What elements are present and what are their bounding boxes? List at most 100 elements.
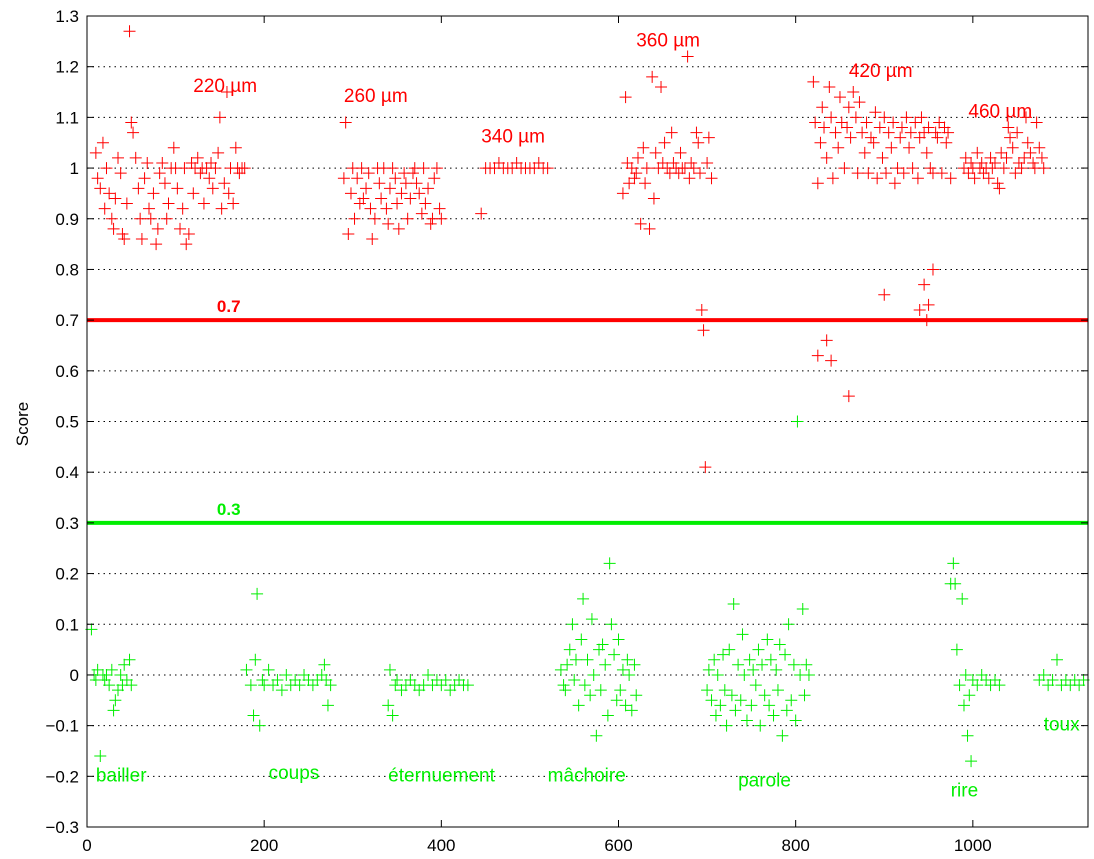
data-point	[353, 197, 366, 210]
data-point	[776, 729, 789, 742]
y-tick-label: 0.5	[55, 413, 79, 432]
data-point	[708, 653, 721, 666]
data-point	[672, 167, 685, 180]
data-point	[262, 663, 275, 676]
data-point	[391, 197, 404, 210]
data-point	[986, 162, 999, 175]
data-point	[215, 202, 228, 215]
data-point	[995, 146, 1008, 159]
data-point	[541, 162, 554, 175]
data-point	[838, 162, 851, 175]
data-point	[959, 151, 972, 164]
data-point	[212, 146, 225, 159]
data-point	[1037, 162, 1050, 175]
data-point	[180, 238, 193, 251]
data-point	[616, 663, 629, 676]
data-point	[630, 689, 643, 702]
data-point	[988, 156, 1001, 169]
data-point	[178, 162, 191, 175]
data-point	[109, 192, 122, 205]
annotation-label: 340 µm	[481, 127, 545, 148]
data-point	[720, 719, 733, 732]
data-point	[702, 663, 715, 676]
y-tick-label: 0.8	[55, 260, 79, 279]
annotation-label: parole	[738, 770, 791, 791]
data-point	[366, 233, 379, 246]
data-point	[103, 679, 116, 692]
data-point	[324, 679, 337, 692]
data-point	[809, 116, 822, 129]
data-point	[610, 694, 623, 707]
data-point	[401, 212, 414, 225]
data-point	[940, 136, 953, 149]
data-point	[141, 156, 154, 169]
data-point	[991, 177, 1004, 190]
data-point	[942, 126, 955, 139]
data-point	[773, 638, 786, 651]
data-point	[1002, 121, 1015, 134]
data-point	[554, 663, 567, 676]
data-point	[1012, 156, 1025, 169]
data-point	[871, 172, 884, 185]
annotation-label: 460 µm	[968, 101, 1032, 122]
data-point	[1024, 146, 1037, 159]
data-point	[91, 172, 104, 185]
data-point	[271, 674, 284, 687]
data-point	[167, 141, 180, 154]
annotation-label: mâchoire	[548, 765, 626, 786]
data-point	[798, 689, 811, 702]
data-point	[920, 146, 933, 159]
data-point	[876, 151, 889, 164]
data-point	[982, 172, 995, 185]
x-tick-label: 800	[781, 836, 809, 855]
data-point	[993, 182, 1006, 195]
data-point	[623, 668, 636, 681]
data-point	[105, 212, 118, 225]
data-point	[222, 187, 235, 200]
data-point	[695, 303, 708, 316]
data-point	[123, 25, 136, 38]
data-point	[965, 156, 978, 169]
data-point	[702, 131, 715, 144]
data-point	[475, 207, 488, 220]
data-point	[114, 167, 127, 180]
data-point	[1011, 126, 1024, 139]
data-point	[253, 719, 266, 732]
data-point	[96, 136, 109, 149]
data-point	[885, 141, 898, 154]
data-point	[156, 156, 169, 169]
y-tick-label: 0.9	[55, 210, 79, 229]
data-point	[209, 162, 222, 175]
data-point	[382, 217, 395, 230]
data-point	[640, 162, 653, 175]
data-point	[789, 714, 802, 727]
data-point	[399, 177, 412, 190]
data-point	[112, 151, 125, 164]
data-point	[123, 653, 136, 666]
data-point	[802, 668, 815, 681]
y-tick-label: 0.2	[55, 565, 79, 584]
data-point	[895, 121, 908, 134]
y-tick-label: 0	[70, 666, 79, 685]
data-point	[213, 111, 226, 124]
data-point	[568, 674, 581, 687]
data-point	[649, 146, 662, 159]
data-point	[100, 162, 113, 175]
data-point	[953, 679, 966, 692]
data-point	[690, 126, 703, 139]
data-point	[811, 349, 824, 362]
data-point	[422, 182, 435, 195]
data-point	[807, 75, 820, 88]
data-point	[818, 121, 831, 134]
y-tick-label: 1	[70, 159, 79, 178]
data-point	[109, 694, 122, 707]
data-point	[697, 324, 710, 337]
data-point	[738, 668, 751, 681]
data-point	[924, 162, 937, 175]
data-point	[826, 172, 839, 185]
data-point	[424, 217, 437, 230]
data-point	[220, 86, 233, 99]
data-point	[581, 653, 594, 666]
data-point	[643, 222, 656, 235]
data-point	[623, 177, 636, 190]
